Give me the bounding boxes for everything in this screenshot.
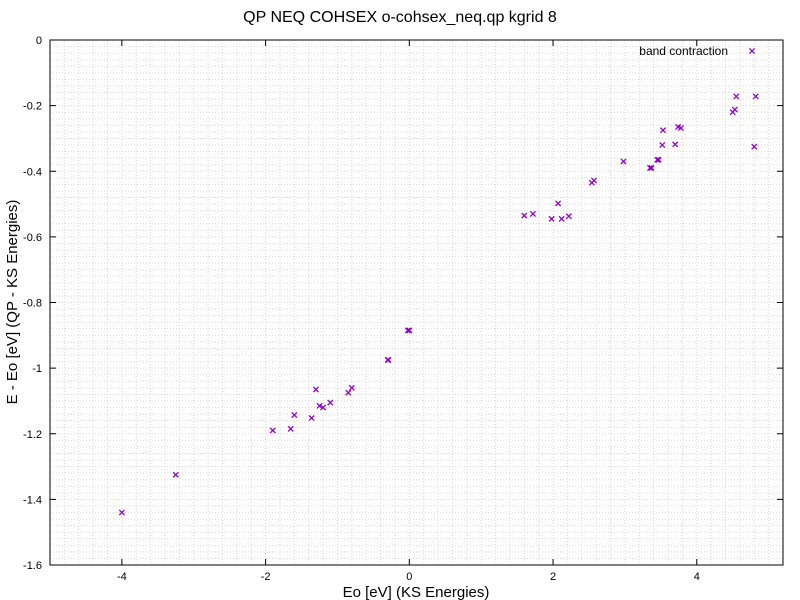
data-point — [731, 106, 738, 113]
data-point — [404, 327, 411, 334]
data-points — [118, 93, 759, 516]
data-point — [269, 427, 276, 434]
x-tick-label: -2 — [261, 571, 271, 583]
legend-marker-icon — [748, 47, 756, 55]
data-point — [521, 212, 528, 219]
chart-title: QP NEQ COHSEX o-cohsex_neq.qp kgrid 8 — [243, 9, 557, 26]
x-tick-label: 0 — [406, 571, 412, 583]
y-tick-label: -1 — [32, 363, 42, 375]
plot-frame — [49, 39, 784, 566]
y-tick-label: -0.8 — [23, 298, 42, 310]
data-point — [659, 127, 667, 134]
legend-label: band contraction — [639, 44, 728, 58]
data-point — [654, 156, 661, 163]
data-point — [172, 471, 179, 478]
data-point — [308, 414, 315, 422]
grid — [49, 39, 784, 566]
data-point — [648, 164, 655, 172]
legend-cross — [748, 47, 756, 55]
data-point — [385, 356, 392, 363]
y-axis-label: E - Eo [eV] (QP - KS Energies) — [4, 200, 21, 405]
data-point — [646, 164, 654, 172]
y-tick-label: -0.6 — [23, 232, 42, 244]
data-point — [751, 143, 758, 150]
data-point — [620, 158, 627, 165]
data-point — [529, 210, 536, 217]
legend: band contraction — [639, 44, 756, 58]
x-axis-label: Eo [eV] (KS Energies) — [343, 584, 490, 600]
data-point — [733, 93, 740, 100]
data-point — [558, 215, 565, 222]
data-point — [590, 177, 598, 184]
data-point — [406, 327, 413, 334]
data-point — [565, 213, 572, 220]
y-tick-label: -0.4 — [23, 166, 42, 178]
data-point — [345, 389, 352, 396]
y-tick-label: 0 — [36, 35, 42, 47]
data-point — [316, 402, 323, 409]
y-tick-label: -0.2 — [23, 101, 42, 113]
y-tick-label: -1.4 — [23, 494, 42, 506]
data-point — [677, 124, 685, 131]
x-tick-label: 2 — [550, 571, 556, 583]
data-point — [327, 399, 334, 406]
data-point — [312, 386, 319, 393]
data-point — [291, 411, 298, 419]
data-point — [752, 93, 759, 100]
data-point — [287, 425, 294, 432]
y-tick-label: -1.6 — [23, 560, 42, 572]
data-point — [655, 156, 662, 163]
x-tick-label: -4 — [117, 571, 127, 583]
data-point — [320, 404, 327, 411]
axis-ticks: -4 -2 0 2 4 0 -0.2 -0.4 -0.6 -0.8 -1 -1.2 -1.4 -1.6 — [23, 35, 783, 583]
data-point — [672, 141, 679, 148]
x-tick-label: 4 — [694, 571, 700, 583]
data-point — [659, 141, 666, 149]
data-point — [348, 384, 355, 391]
data-point — [548, 215, 555, 222]
data-point — [555, 200, 562, 207]
y-tick-label: -1.2 — [23, 429, 42, 441]
data-point — [118, 509, 125, 516]
